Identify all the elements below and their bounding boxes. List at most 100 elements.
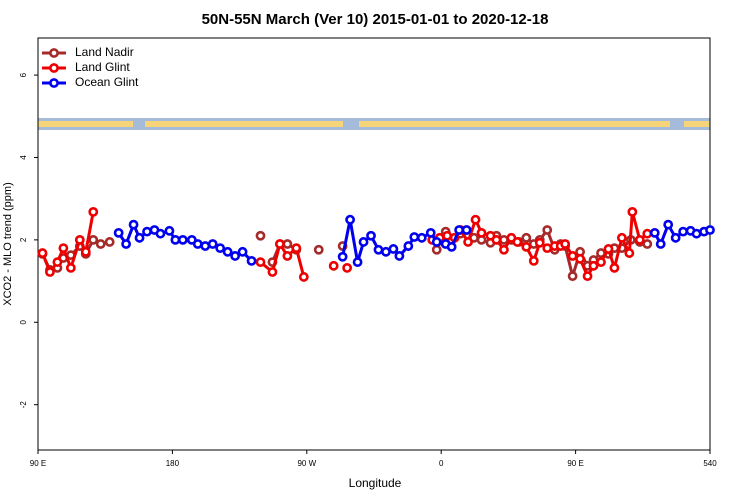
series-line <box>41 211 95 276</box>
x-axis-label: Longitude <box>349 476 402 490</box>
point <box>358 237 369 247</box>
x-tick-label: 90 E <box>567 459 583 468</box>
point <box>634 234 645 245</box>
point <box>642 239 653 249</box>
legend-label: Land Nadir <box>75 45 134 59</box>
y-tick-label: -2 <box>19 401 28 409</box>
point <box>446 241 457 252</box>
point <box>52 257 63 268</box>
point <box>403 241 414 251</box>
y-tick-label: 0 <box>19 320 28 325</box>
point <box>425 227 436 238</box>
point <box>342 262 353 273</box>
point <box>575 253 585 264</box>
y-tick-label: 2 <box>19 237 28 242</box>
point <box>454 225 465 235</box>
point <box>463 237 473 247</box>
point <box>663 219 674 230</box>
point <box>291 243 302 254</box>
point <box>134 232 145 243</box>
point <box>616 232 627 243</box>
point <box>470 214 481 225</box>
point <box>373 244 384 255</box>
point <box>275 239 285 249</box>
point <box>58 243 69 254</box>
point <box>624 248 635 258</box>
point <box>128 219 139 230</box>
point <box>170 234 181 245</box>
point <box>416 232 427 243</box>
point <box>491 234 502 245</box>
point <box>627 206 638 217</box>
plot-frame <box>37 37 711 451</box>
point <box>567 271 578 282</box>
x-tick-label: 90 E <box>30 459 46 468</box>
point <box>230 251 241 261</box>
point <box>192 239 203 249</box>
point <box>352 257 363 268</box>
point <box>678 226 689 237</box>
point <box>88 234 99 245</box>
point <box>237 246 248 257</box>
point <box>476 227 487 238</box>
point <box>255 257 266 268</box>
point <box>499 244 509 255</box>
point <box>609 262 620 273</box>
legend-marker <box>49 63 59 73</box>
point <box>104 237 115 247</box>
point <box>431 237 442 247</box>
point <box>603 244 614 254</box>
point <box>164 225 175 236</box>
x-tick-label: 0 <box>439 459 444 468</box>
point <box>588 260 599 271</box>
x-tick-label: 540 <box>703 459 717 468</box>
point <box>142 226 152 237</box>
point <box>461 225 472 235</box>
point <box>74 234 85 245</box>
point <box>246 255 257 266</box>
point <box>337 251 348 262</box>
point <box>542 243 553 254</box>
point <box>521 232 532 243</box>
point <box>345 214 356 225</box>
point <box>328 260 339 271</box>
legend-marker <box>49 48 59 58</box>
point <box>282 251 293 261</box>
point <box>499 234 509 245</box>
point <box>649 227 660 238</box>
point <box>80 246 91 257</box>
point <box>670 232 681 243</box>
point <box>155 228 166 239</box>
point <box>88 206 99 217</box>
point <box>691 228 702 239</box>
point <box>582 271 593 282</box>
x-tick-label: 180 <box>166 459 180 468</box>
point <box>282 239 293 249</box>
point <box>560 239 571 249</box>
point <box>655 239 666 249</box>
point <box>381 246 391 257</box>
point <box>37 248 48 258</box>
map-strip <box>38 118 710 130</box>
point <box>567 251 578 261</box>
point <box>200 241 211 251</box>
point <box>222 246 233 257</box>
point <box>207 239 218 249</box>
chart-title: 50N-55N March (Ver 10) 2015-01-01 to 202… <box>202 11 549 28</box>
point <box>394 251 405 261</box>
point <box>255 230 266 241</box>
legend-label: Ocean Glint <box>75 75 139 89</box>
point <box>298 272 309 282</box>
point <box>113 227 124 238</box>
point <box>705 225 715 235</box>
y-tick-label: 6 <box>19 72 28 77</box>
point <box>121 239 132 249</box>
point <box>215 243 226 254</box>
point <box>542 225 553 235</box>
point <box>313 244 324 255</box>
point <box>528 255 539 266</box>
point <box>177 234 188 245</box>
point <box>642 228 653 239</box>
point <box>267 267 278 277</box>
